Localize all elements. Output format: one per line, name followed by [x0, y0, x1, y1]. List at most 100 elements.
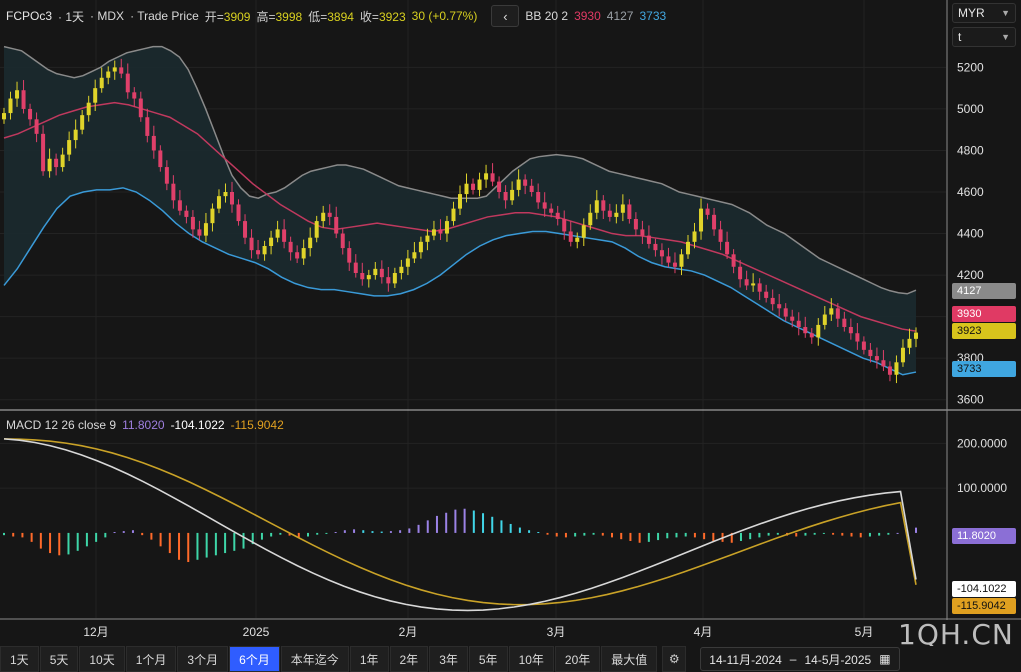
macd-dea-tag: -115.9042: [952, 598, 1016, 614]
candle-body: [887, 366, 892, 375]
settings-gear-icon[interactable]: ⚙: [662, 646, 687, 672]
date-range-picker[interactable]: 14-11月-2024 – 14-5月-2025 ▦: [700, 647, 900, 671]
macd-hist-bar: [500, 520, 503, 533]
macd-hist-bar: [399, 530, 402, 533]
candle-body: [321, 212, 326, 222]
candle-body: [607, 210, 612, 217]
macd-header: MACD 12 26 close 9 11.8020 -104.1022 -11…: [6, 418, 284, 432]
candle-body: [431, 229, 436, 236]
range-button[interactable]: 10天: [79, 646, 125, 672]
macd-hist-bar: [813, 532, 816, 535]
range-button[interactable]: 20年: [554, 646, 601, 672]
price-tick-label: 4800: [957, 143, 984, 157]
candle-body: [158, 150, 163, 168]
macd-hist-bar: [233, 532, 236, 551]
macd-hist-bar: [371, 531, 374, 533]
candle-body: [575, 237, 580, 242]
macd-hist-bar: [141, 532, 144, 536]
candle-body: [588, 212, 593, 226]
low-value: 低=3894: [308, 9, 354, 24]
macd-hist-bar: [380, 531, 383, 533]
candle-body: [842, 318, 847, 327]
range-button-active[interactable]: 6个月: [229, 646, 280, 672]
macd-hist-bar: [638, 532, 641, 543]
candle-body: [145, 117, 150, 136]
range-button[interactable]: 10年: [508, 646, 554, 672]
currency-select[interactable]: MYR ▼: [952, 3, 1016, 23]
macd-hist-bar: [472, 510, 475, 533]
macd-hist-bar: [795, 532, 798, 537]
candle-body: [327, 212, 332, 217]
range-button[interactable]: 5天: [39, 646, 79, 672]
candle-body: [777, 304, 782, 309]
macd-hist-bar: [95, 532, 98, 542]
candle-body: [458, 194, 462, 209]
macd-hist-bar: [104, 532, 107, 538]
candle-body: [731, 254, 736, 267]
candle-body: [601, 200, 606, 211]
macd-hist-bar: [288, 532, 291, 536]
candle-body: [809, 333, 814, 338]
candle-body: [679, 254, 684, 267]
macd-hist-bar: [67, 532, 70, 555]
price-tick-label: 4400: [957, 227, 984, 241]
macd-hist-bar: [49, 532, 52, 554]
macd-hist-bar: [887, 532, 890, 535]
macd-hist-bar: [739, 532, 742, 541]
candle-body: [816, 324, 821, 338]
candle-body: [640, 229, 645, 236]
range-button[interactable]: 最大值: [601, 646, 658, 672]
candle-body: [861, 341, 866, 350]
candle-body: [418, 241, 423, 253]
candle-body: [699, 208, 704, 232]
macd-hist-bar: [463, 508, 466, 533]
macd-hist-bar: [537, 532, 540, 534]
macd-hist-bar: [113, 532, 116, 534]
candle-body: [907, 338, 912, 348]
bb-mid-value: 4127: [606, 9, 634, 23]
candle-body: [86, 102, 91, 116]
candle-body: [672, 262, 677, 267]
candle-body: [282, 229, 287, 242]
candle-body: [614, 212, 619, 217]
candle-body: [516, 179, 521, 190]
candle-body: [249, 237, 254, 251]
macd-hist-bar: [712, 532, 715, 541]
chevron-down-icon: ▼: [1001, 32, 1010, 42]
macd-hist-bar: [878, 532, 881, 536]
watermark-logo: 1QH.CN: [898, 618, 1014, 651]
chevron-left-icon: ‹: [503, 8, 508, 24]
candle-body: [73, 129, 78, 141]
range-button[interactable]: 1天: [0, 646, 39, 672]
macd-hist-bar: [417, 524, 420, 533]
candle-body: [646, 235, 651, 244]
collapse-legend-button[interactable]: ‹: [491, 5, 520, 27]
range-button[interactable]: 5年: [468, 646, 508, 672]
candle-body: [243, 221, 248, 238]
unit-select[interactable]: t ▼: [952, 27, 1016, 47]
candle-body: [477, 179, 482, 190]
candle-body: [67, 140, 72, 155]
range-button[interactable]: 3年: [429, 646, 468, 672]
unit-value: t: [958, 30, 962, 44]
candle-body: [412, 252, 417, 259]
range-button[interactable]: 1年: [349, 646, 389, 672]
range-button[interactable]: 3个月: [177, 646, 229, 672]
candle-body: [340, 233, 345, 249]
bb-mid-tag: 3930: [952, 306, 1016, 322]
candle-body: [203, 223, 208, 236]
candle-body: [744, 279, 749, 286]
bb-indicator-label[interactable]: BB 20 2: [525, 9, 569, 23]
macd-hist-value: 11.8020: [122, 418, 165, 432]
range-button[interactable]: 本年迄今: [280, 646, 349, 672]
macd-hist-bar: [279, 532, 282, 535]
range-button[interactable]: 2年: [389, 646, 429, 672]
range-button[interactable]: 1个月: [125, 646, 177, 672]
macd-hist-bar: [21, 532, 24, 538]
candle-body: [256, 250, 261, 255]
candle-body: [790, 316, 795, 321]
price-tick-label: 3600: [957, 393, 984, 407]
candle-body: [405, 258, 410, 267]
macd-hist-bar: [592, 532, 595, 535]
